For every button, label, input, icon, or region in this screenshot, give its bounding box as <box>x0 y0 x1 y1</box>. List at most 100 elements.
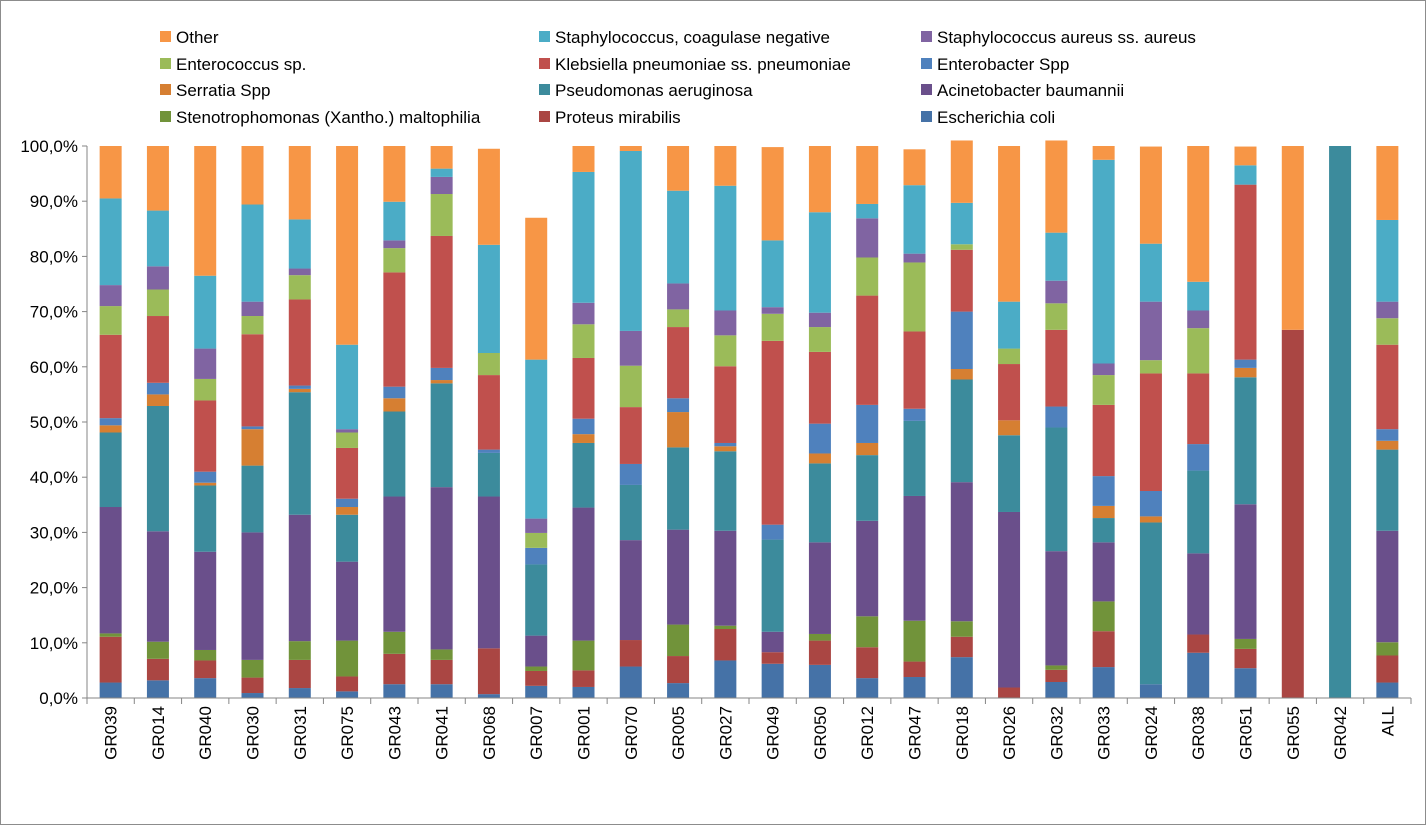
bar-segment-all-staphylococcus-coagulase-negative <box>1376 219 1399 302</box>
legend-swatch-staphylococcus-coagulase-negative <box>539 31 550 42</box>
bar-segment-gr043-enterococcus-sp <box>383 248 406 273</box>
bar-segment-gr001-enterobacter-spp <box>572 418 595 435</box>
bar-segment-gr050-other <box>808 146 831 213</box>
bar-segment-gr014-enterococcus-sp <box>146 289 169 317</box>
bar-segment-gr075-stenotrophomonas-xantho-maltophilia <box>336 640 359 677</box>
bar-segment-gr051-stenotrophomonas-xantho-maltophilia <box>1234 638 1257 649</box>
bar-segment-gr039-proteus-mirabilis <box>99 636 122 683</box>
bar-segment-gr031-enterobacter-spp <box>288 385 311 389</box>
bar-segment-gr039-staphylococcus-aureus-ss-aureus <box>99 285 122 307</box>
bar-segment-gr041-enterobacter-spp <box>430 367 453 381</box>
x-tick-label-gr031: GR031 <box>291 706 310 760</box>
x-tick-label-gr030: GR030 <box>244 706 263 760</box>
bar-segment-gr027-other <box>714 146 737 186</box>
bar-segment-gr050-enterobacter-spp <box>808 423 831 454</box>
bar-segment-gr024-enterococcus-sp <box>1139 360 1162 374</box>
bar-segment-gr039-other <box>99 146 122 199</box>
bar-segment-gr012-enterobacter-spp <box>856 404 879 443</box>
bar-group-gr027 <box>714 146 737 698</box>
bar-segment-gr040-serratia-spp <box>194 482 217 486</box>
bar-segment-gr001-staphylococcus-coagulase-negative <box>572 171 595 303</box>
bar-segment-gr041-staphylococcus-coagulase-negative <box>430 168 453 177</box>
bar-segment-all-stenotrophomonas-xantho-maltophilia <box>1376 642 1399 656</box>
bar-segment-gr031-pseudomonas-aeruginosa <box>288 392 311 515</box>
bar-segment-gr043-acinetobacter-baumannii <box>383 496 406 632</box>
bar-segment-gr026-klebsiella-pneumoniae-ss-pneumoniae <box>998 364 1021 421</box>
bar-segment-gr018-other <box>950 140 973 203</box>
bar-segment-gr005-stenotrophomonas-xantho-maltophilia <box>667 624 690 657</box>
bar-segment-gr033-acinetobacter-baumannii <box>1092 542 1115 602</box>
legend-entry-staphylococcus-aureus-ss-aureus: Staphylococcus aureus ss. aureus <box>921 28 1196 47</box>
bar-segment-gr024-pseudomonas-aeruginosa <box>1139 522 1162 685</box>
bar-segment-gr007-acinetobacter-baumannii <box>525 635 548 667</box>
bar-segment-gr040-enterobacter-spp <box>194 471 217 483</box>
bar-segment-gr070-enterobacter-spp <box>619 463 642 485</box>
bar-segment-gr032-pseudomonas-aeruginosa <box>1045 427 1068 552</box>
bar-segment-gr031-staphylococcus-aureus-ss-aureus <box>288 268 311 276</box>
bar-segment-gr001-enterococcus-sp <box>572 324 595 358</box>
bar-segment-gr027-staphylococcus-coagulase-negative <box>714 185 737 311</box>
bar-segment-gr051-serratia-spp <box>1234 367 1257 378</box>
bar-segment-gr007-escherichia-coli <box>525 685 548 698</box>
bar-segment-gr040-proteus-mirabilis <box>194 660 217 679</box>
bar-segment-gr050-staphylococcus-coagulase-negative <box>808 212 831 313</box>
bar-segment-gr075-enterococcus-sp <box>336 432 359 448</box>
bar-segment-all-proteus-mirabilis <box>1376 655 1399 683</box>
bar-segment-gr038-staphylococcus-aureus-ss-aureus <box>1187 310 1210 329</box>
bar-segment-all-escherichia-coli <box>1376 682 1399 698</box>
bar-segment-all-other <box>1376 146 1399 220</box>
y-tick-label: 50,0% <box>30 413 78 432</box>
bar-segment-gr068-enterobacter-spp <box>477 449 500 453</box>
bar-segment-gr024-enterobacter-spp <box>1139 491 1162 517</box>
bar-segment-gr018-klebsiella-pneumoniae-ss-pneumoniae <box>950 249 973 312</box>
bar-segment-gr039-enterobacter-spp <box>99 418 122 426</box>
bar-segment-gr041-serratia-spp <box>430 380 453 384</box>
bar-segment-gr030-acinetobacter-baumannii <box>241 532 264 660</box>
bar-segment-gr068-pseudomonas-aeruginosa <box>477 452 500 497</box>
bar-segment-gr012-staphylococcus-aureus-ss-aureus <box>856 218 879 258</box>
bar-segment-all-staphylococcus-aureus-ss-aureus <box>1376 301 1399 319</box>
bar-group-gr033 <box>1092 146 1115 698</box>
bar-segment-gr038-staphylococcus-coagulase-negative <box>1187 281 1210 311</box>
bar-segment-gr005-serratia-spp <box>667 412 690 448</box>
legend-label-staphylococcus-aureus-ss-aureus: Staphylococcus aureus ss. aureus <box>937 28 1196 47</box>
bar-segment-gr075-klebsiella-pneumoniae-ss-pneumoniae <box>336 447 359 499</box>
bar-segment-gr024-klebsiella-pneumoniae-ss-pneumoniae <box>1139 373 1162 491</box>
x-tick-label-gr075: GR075 <box>338 706 357 760</box>
bar-segment-all-acinetobacter-baumannii <box>1376 530 1399 643</box>
bar-segment-gr075-pseudomonas-aeruginosa <box>336 514 359 562</box>
bar-segment-gr014-other <box>146 146 169 211</box>
bar-segment-gr043-proteus-mirabilis <box>383 653 406 685</box>
y-axis: 0,0% 10,0% 20,0% 30,0% 40,0% 50,0% 60,0% 70,0% 8… <box>20 137 88 708</box>
bar-segment-gr033-staphylococcus-coagulase-negative <box>1092 159 1115 364</box>
x-tick-label-gr042: GR042 <box>1331 706 1350 760</box>
bar-segment-gr014-staphylococcus-coagulase-negative <box>146 210 169 267</box>
bar-segment-gr047-enterococcus-sp <box>903 262 926 332</box>
bar-segment-gr024-serratia-spp <box>1139 516 1162 523</box>
x-tick-label-gr070: GR070 <box>622 706 641 760</box>
bar-group-gr055 <box>1281 146 1304 698</box>
bar-segment-gr027-stenotrophomonas-xantho-maltophilia <box>714 625 737 629</box>
x-tick-label-gr026: GR026 <box>1000 706 1019 760</box>
legend-entry-staphylococcus-coagulase-negative: Staphylococcus, coagulase negative <box>539 28 830 47</box>
bar-segment-gr024-other <box>1139 146 1162 244</box>
bar-segment-gr030-staphylococcus-aureus-ss-aureus <box>241 301 264 317</box>
bar-segment-gr014-enterobacter-spp <box>146 382 169 395</box>
legend-swatch-escherichia-coli <box>921 111 932 122</box>
bar-segment-gr041-acinetobacter-baumannii <box>430 487 453 650</box>
legend-swatch-pseudomonas-aeruginosa <box>539 84 550 95</box>
bar-segment-gr005-pseudomonas-aeruginosa <box>667 447 690 530</box>
bar-group-gr030 <box>241 146 264 698</box>
bar-segment-gr027-acinetobacter-baumannii <box>714 530 737 626</box>
legend-swatch-serratia-spp <box>160 84 171 95</box>
bar-segment-gr018-pseudomonas-aeruginosa <box>950 379 973 483</box>
bar-segment-gr039-acinetobacter-baumannii <box>99 507 122 634</box>
bar-segment-gr049-pseudomonas-aeruginosa <box>761 539 784 632</box>
bar-segment-gr038-proteus-mirabilis <box>1187 634 1210 653</box>
bar-segment-gr050-escherichia-coli <box>808 664 831 698</box>
bar-segment-gr068-klebsiella-pneumoniae-ss-pneumoniae <box>477 375 500 450</box>
legend-entry-stenotrophomonas-xantho-maltophilia: Stenotrophomonas (Xantho.) maltophilia <box>160 108 481 127</box>
bar-segment-gr026-proteus-mirabilis <box>998 687 1021 698</box>
bar-segment-gr012-staphylococcus-coagulase-negative <box>856 203 879 219</box>
bar-segment-gr050-klebsiella-pneumoniae-ss-pneumoniae <box>808 351 831 424</box>
